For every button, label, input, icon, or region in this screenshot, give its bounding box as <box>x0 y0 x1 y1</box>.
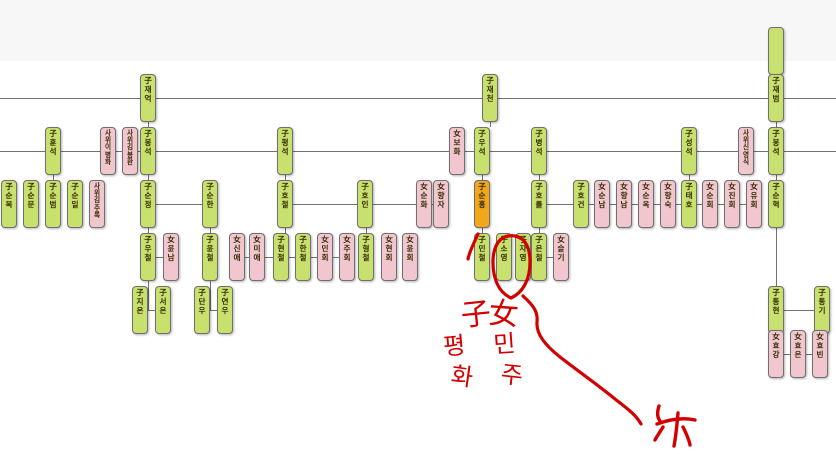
svg-text:평: 평 <box>442 332 466 361</box>
svg-text:子: 子 <box>459 297 492 333</box>
svg-text:민: 민 <box>493 331 517 359</box>
svg-text:주: 주 <box>499 361 524 390</box>
svg-text:女: 女 <box>488 297 520 332</box>
svg-text:화: 화 <box>449 362 475 392</box>
